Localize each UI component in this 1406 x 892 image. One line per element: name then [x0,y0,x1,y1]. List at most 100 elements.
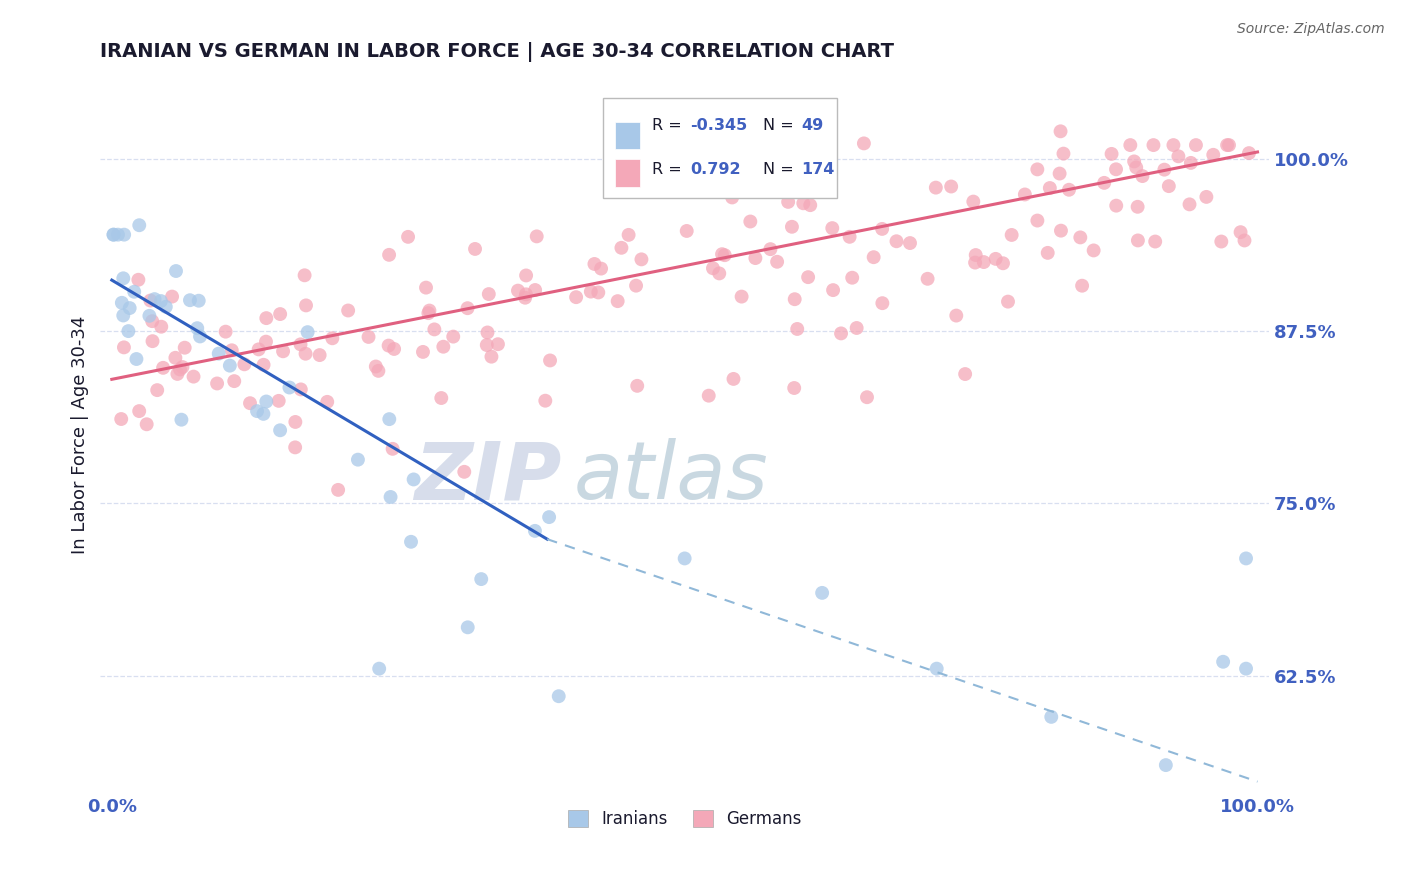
Point [246,404,269,418]
Point [1234,551,1257,566]
Point [1153,162,1175,177]
Point [1105,162,1128,177]
Point [187,293,209,308]
Point [221,343,243,358]
Text: IRANIAN VS GERMAN IN LABOR FORCE | AGE 30-34 CORRELATION CHART: IRANIAN VS GERMAN IN LABOR FORCE | AGE 3… [100,42,894,62]
Point [1180,156,1202,170]
Point [886,234,908,248]
Point [1026,162,1049,177]
Text: N =: N = [763,119,799,133]
Point [172,359,194,374]
Point [271,344,294,359]
Point [962,194,984,209]
Point [506,284,529,298]
Point [1212,655,1234,669]
Point [991,256,1014,270]
Text: ZIP: ZIP [415,438,562,516]
Point [254,311,277,326]
Point [617,227,640,242]
Point [917,272,939,286]
Point [382,342,405,356]
Point [862,250,884,264]
Point [169,362,191,376]
Point [1185,138,1208,153]
Point [1218,138,1240,153]
Point [838,229,860,244]
Text: R =: R = [652,162,686,178]
Point [214,325,236,339]
Point [1163,138,1185,153]
Bar [603,98,837,198]
Point [308,348,330,362]
Point [583,257,606,271]
Point [205,376,228,391]
Point [1178,197,1201,211]
Point [526,229,548,244]
Point [1144,235,1167,249]
Point [1234,662,1257,676]
Point [1229,225,1251,239]
Point [841,270,863,285]
Point [524,283,547,297]
Point [823,283,845,297]
Point [1237,146,1260,161]
Point [515,268,537,283]
Legend: Iranians, Germans: Iranians, Germans [561,803,808,835]
Point [135,417,157,432]
Point [538,510,561,524]
Point [453,465,475,479]
Point [152,360,174,375]
Point [367,364,389,378]
Point [744,251,766,265]
Point [1049,124,1071,138]
Point [1195,190,1218,204]
Point [786,322,808,336]
Point [165,351,187,365]
Point [321,331,343,345]
Point [778,194,800,209]
Point [233,357,256,371]
Point [821,221,844,235]
Point [965,255,987,269]
Point [723,372,745,386]
Point [1154,758,1177,772]
Point [110,412,132,426]
Point [155,300,177,314]
Text: R =: R = [652,119,686,133]
Bar [614,160,640,186]
Point [515,291,537,305]
Point [430,391,453,405]
Point [402,472,425,486]
Point [441,329,464,343]
Point [1014,187,1036,202]
Point [626,379,648,393]
Point [146,383,169,397]
Point [423,322,446,336]
Point [378,248,401,262]
Point [294,268,316,283]
Point [870,222,893,236]
Point [799,198,821,212]
Point [415,280,437,294]
Point [179,293,201,308]
Point [783,292,806,306]
Point [1001,227,1024,242]
Point [160,289,183,303]
Point [1069,230,1091,244]
Point [523,524,546,538]
Point [107,227,129,242]
Point [830,326,852,341]
Text: Source: ZipAtlas.com: Source: ZipAtlas.com [1237,22,1385,37]
Point [141,314,163,328]
Point [925,180,948,194]
Point [218,359,240,373]
Point [1123,154,1146,169]
Point [252,407,274,421]
Point [538,353,561,368]
Point [166,367,188,381]
Point [591,261,613,276]
Point [1126,234,1149,248]
Point [412,345,434,359]
Point [112,271,135,285]
Point [953,367,976,381]
